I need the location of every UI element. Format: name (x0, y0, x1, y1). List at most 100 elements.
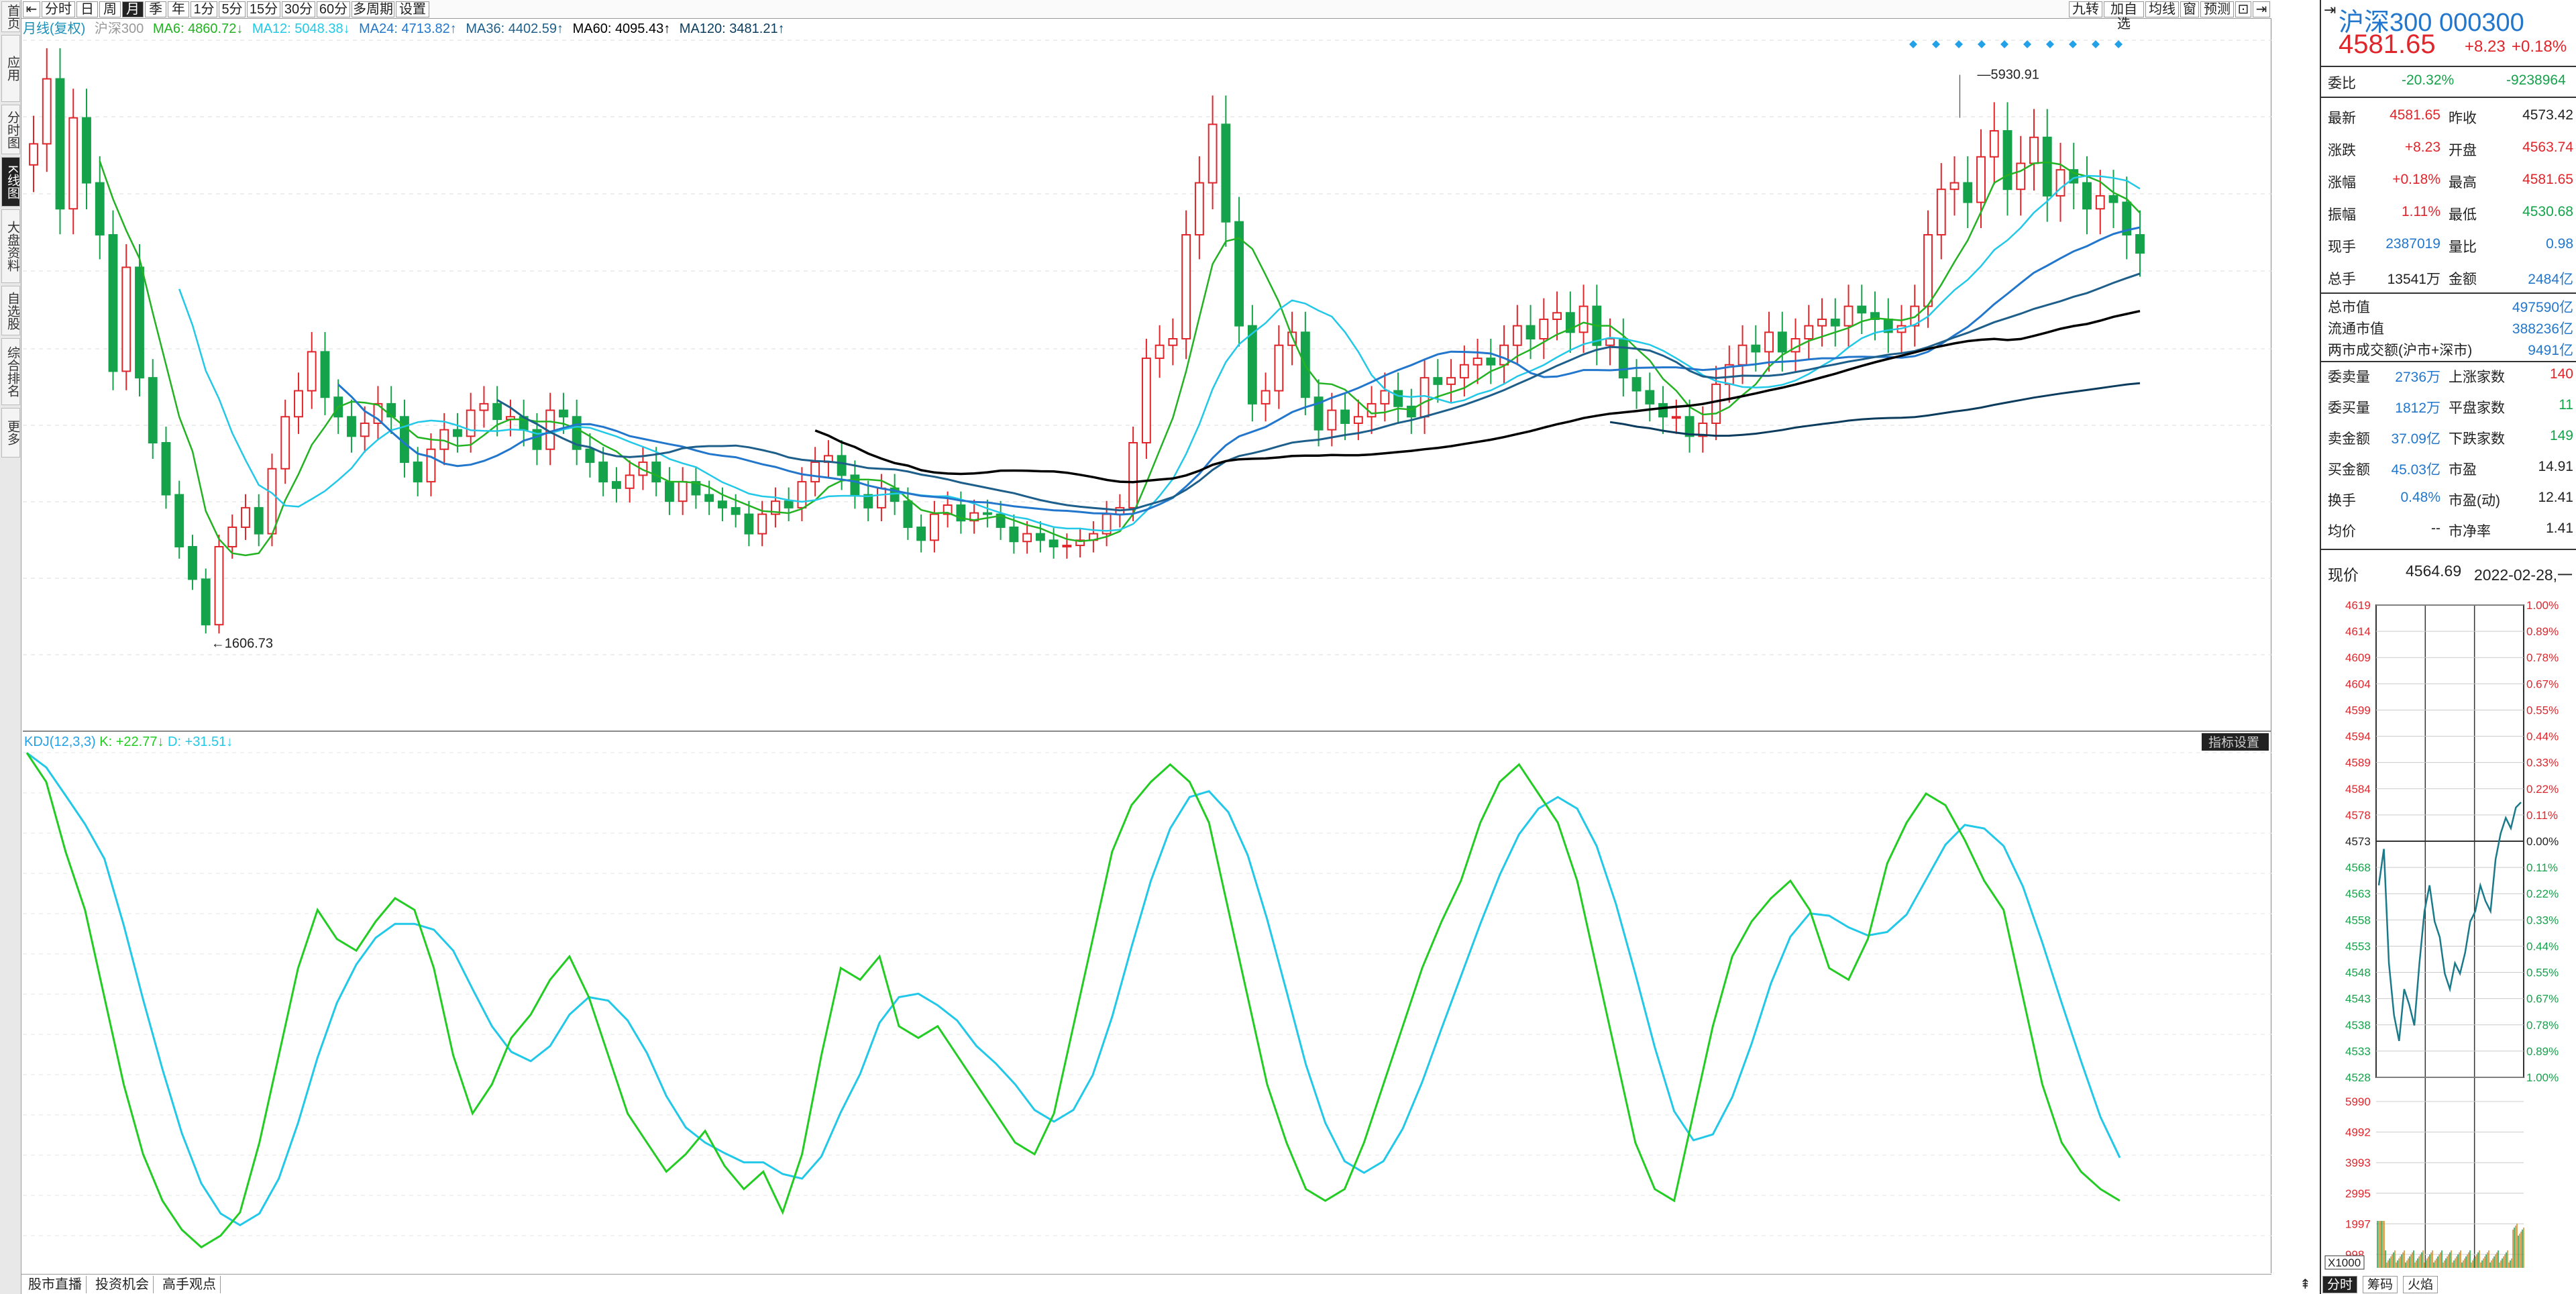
candle-body (1353, 416, 1363, 424)
intraday-pct-tick: 0.55% (2526, 967, 2559, 979)
candle-body (863, 494, 873, 508)
stat-label: 市盈 (2449, 462, 2477, 478)
candle-body (1684, 416, 1695, 437)
sidebar-watchlist[interactable]: 自选股 (1, 286, 20, 335)
period-tab[interactable]: 30分 (282, 1, 315, 17)
quote-label: 现手 (2328, 239, 2356, 255)
candle-body (280, 416, 290, 470)
period-tab[interactable]: 15分 (247, 1, 280, 17)
lock-icon[interactable]: ⊡ (2235, 1, 2251, 17)
quote-value: 2484亿 (2528, 272, 2573, 287)
candle-body (691, 481, 701, 496)
stat-value: 14.91 (2538, 459, 2573, 474)
sidebar-apps[interactable]: 应用 (1, 35, 20, 102)
sidebar-kline[interactable]: K线图 (1, 157, 20, 207)
ma-line (814, 309, 2141, 484)
weibi-diff: -9238964 (2506, 72, 2566, 88)
nine-turn-marker (1909, 40, 1917, 48)
stat-label: 卖金额 (2328, 431, 2370, 447)
kline-chart[interactable]: 619756085019442238333244265520581469+97.… (21, 19, 2271, 1273)
candle-body (1433, 377, 1443, 385)
indicator-settings-button[interactable] (2202, 733, 2269, 751)
sidebar-home[interactable]: 首页 (1, 1, 20, 32)
tab-timeshare[interactable]: 分时 (2322, 1276, 2358, 1293)
multi-period-tab[interactable]: 多周期 (352, 1, 394, 17)
intraday-pct-tick: 0.67% (2526, 678, 2559, 690)
period-tab[interactable]: 60分 (317, 1, 350, 17)
candle-body (1645, 390, 1655, 405)
candle-body (2082, 182, 2092, 210)
candle-body (1923, 234, 1933, 307)
candle-body (201, 578, 211, 626)
tab-flame[interactable]: 火焰 (2403, 1276, 2438, 1293)
add-watchlist-button[interactable]: 加自选 (2104, 1, 2144, 32)
tab-live[interactable]: 股市直播 (24, 1276, 87, 1293)
stat-label: 下跌家数 (2449, 431, 2505, 447)
candle-body (532, 429, 542, 450)
tab-opportunities[interactable]: 投资机会 (91, 1276, 154, 1293)
panel-collapse-icon[interactable]: ⇥ (2324, 1, 2337, 18)
candle-body (386, 402, 396, 418)
market-label: 总市值 (2328, 300, 2370, 315)
candle-body (1963, 182, 1973, 203)
settings-tab[interactable]: 设置 (396, 1, 429, 17)
candle-body (2108, 195, 2118, 203)
period-tab[interactable]: 周 (99, 1, 121, 17)
window-button[interactable]: 窗 (2180, 1, 2199, 17)
collapse-left-icon[interactable]: ⇤ (23, 1, 40, 17)
candle-body (135, 266, 144, 379)
stat-label: 买金额 (2328, 462, 2370, 478)
candle-body (704, 494, 714, 502)
forecast-button[interactable]: 预测 (2200, 1, 2234, 17)
intraday-pct-tick: 0.89% (2526, 1045, 2559, 1058)
intraday-chart[interactable]: 4619 1.00% 4614 0.89% 4609 0.78% 4604 0.67% 4599… (2322, 596, 2564, 1273)
candle-body (876, 487, 886, 508)
intraday-price-tick: 4553 (2345, 940, 2371, 953)
stat-label: 市净率 (2449, 524, 2491, 539)
candle-body (188, 546, 197, 580)
intraday-tabs: 分时 筹码 火焰 (2322, 1276, 2564, 1293)
bottom-tabs: 股市直播 投资机会 高手观点 ⇞ (21, 1274, 2311, 1294)
period-tab-active[interactable]: 月 (122, 1, 144, 17)
intraday-pct-tick: 0.44% (2526, 940, 2559, 953)
period-tab[interactable]: 季 (145, 1, 166, 17)
sidebar-market-info[interactable]: 大盘资料 (1, 209, 20, 283)
period-tab[interactable]: 1分 (191, 1, 217, 17)
stat-value: 140 (2549, 366, 2573, 382)
intraday-price-tick: 4563 (2345, 887, 2371, 900)
sidebar-more[interactable]: 更多 (1, 408, 20, 457)
period-tab[interactable]: 5分 (219, 1, 246, 17)
candle-body (148, 377, 158, 444)
index-name: 沪深300 (2339, 9, 2432, 37)
intraday-price-tick: 4533 (2345, 1045, 2371, 1058)
ma24-label: MA24: 4713.82↑ (359, 21, 457, 36)
sidebar-ranking[interactable]: 综合排名 (1, 338, 20, 405)
nine-turn-button[interactable]: 九转 (2069, 1, 2102, 17)
candle-body (717, 500, 727, 508)
sidebar-timeshare[interactable]: 分时图 (1, 105, 20, 154)
period-tab[interactable]: 分时 (42, 1, 75, 17)
expand-right-icon[interactable]: ⇥ (2253, 1, 2270, 17)
candle-body (612, 481, 621, 489)
candle-body (1737, 344, 1748, 366)
last-price: 4581.65 (2339, 30, 2436, 59)
intraday-pct-tick: 0.22% (2526, 783, 2559, 796)
tab-chips[interactable]: 筹码 (2363, 1276, 2398, 1293)
low-annotation: ←1606.73 (211, 636, 273, 651)
intraday-pct-tick: 0.67% (2526, 993, 2559, 1006)
period-tab[interactable]: 日 (76, 1, 98, 17)
candle-body (1486, 358, 1496, 366)
candle-body (1618, 338, 1628, 379)
tab-expert-views[interactable]: 高手观点 (158, 1276, 221, 1293)
scroll-up-icon[interactable]: ⇞ (2300, 1277, 2311, 1292)
weibi-label: 委比 (2328, 76, 2356, 91)
candle-body (108, 234, 118, 372)
ma-button[interactable]: 均线 (2145, 1, 2179, 17)
candle-body (1751, 344, 1761, 353)
candle-body (294, 390, 303, 418)
candle-body (2095, 195, 2105, 210)
candle-body (678, 481, 688, 502)
candle-body (1313, 396, 1324, 431)
candle-body (1936, 188, 1946, 236)
period-tab[interactable]: 年 (168, 1, 189, 17)
